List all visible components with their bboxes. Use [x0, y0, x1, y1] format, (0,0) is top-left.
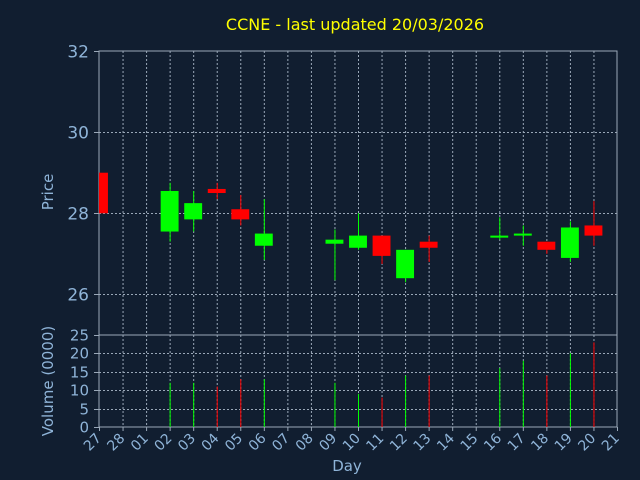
price-grid — [99, 51, 617, 335]
day-tick-label: 11 — [363, 431, 387, 455]
day-tick-label: 08 — [293, 431, 317, 455]
day-tick-label: 18 — [528, 431, 552, 455]
day-tick-label: 21 — [599, 431, 623, 455]
volume-tick-label: 25 — [70, 327, 89, 345]
candle-body — [560, 227, 579, 258]
day-tick-label: 20 — [575, 431, 599, 455]
price-tick-label: 28 — [67, 205, 89, 225]
day-tick-label: 14 — [434, 430, 458, 454]
day-tick-label: 09 — [316, 431, 340, 455]
day-axis-label: Day — [332, 457, 362, 475]
price-axis: 26 28 30 32 — [67, 43, 99, 306]
day-tick-label: 19 — [552, 431, 576, 455]
candle-body — [160, 190, 179, 232]
day-tick-label: 06 — [246, 430, 270, 454]
candle-body — [231, 209, 250, 220]
day-tick-label: 17 — [505, 431, 529, 455]
chart-title: CCNE - last updated 20/03/2026 — [226, 15, 484, 34]
volume-tick-label: 5 — [79, 401, 89, 419]
price-tick-label: 32 — [67, 43, 89, 63]
volume-axis-label: Volume (0000) — [39, 326, 57, 436]
day-tick-label: 01 — [128, 431, 152, 455]
volume-tick-label: 0 — [79, 419, 89, 437]
day-tick-label: 07 — [269, 431, 293, 455]
day-axis: 27 28 01 02 03 04 05 06 07 08 09 10 11 12 13 14 15 16 17 18… — [81, 427, 623, 454]
candle-body — [537, 241, 556, 250]
day-tick-label: 10 — [340, 431, 364, 455]
day-tick-label: 13 — [411, 431, 435, 455]
candle-body — [396, 249, 415, 279]
day-tick-label: 05 — [222, 431, 246, 455]
candle-body — [490, 235, 509, 238]
candle-body — [254, 233, 273, 246]
volume-tick-label: 15 — [70, 364, 89, 382]
candle-body — [184, 203, 203, 220]
volume-series — [169, 342, 595, 427]
candle-body — [419, 241, 438, 248]
day-tick-label: 28 — [104, 431, 128, 455]
day-tick-label: 03 — [175, 431, 199, 455]
day-tick-label: 15 — [458, 431, 482, 455]
day-tick-label: 16 — [481, 430, 505, 454]
price-tick-label: 30 — [67, 124, 89, 144]
candle-body — [99, 172, 108, 214]
volume-tick-label: 10 — [70, 382, 89, 400]
candle-body — [207, 188, 226, 193]
price-series — [99, 172, 603, 283]
day-tick-label: 02 — [152, 431, 176, 455]
price-tick-label: 26 — [67, 286, 89, 306]
volume-tick-label: 20 — [70, 345, 89, 363]
candle-body — [513, 233, 532, 236]
candle-body — [325, 239, 344, 244]
day-tick-label: 04 — [199, 430, 223, 454]
day-tick-label: 12 — [387, 431, 411, 455]
candle-body — [372, 235, 391, 256]
candle-body — [349, 235, 367, 248]
candle-body — [584, 225, 603, 236]
price-axis-label: Price — [39, 174, 57, 211]
